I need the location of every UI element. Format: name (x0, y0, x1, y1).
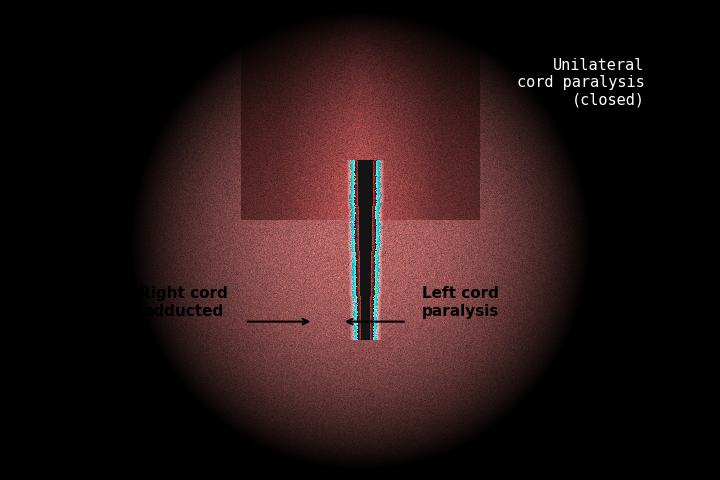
Text: Right cord
adducted: Right cord adducted (139, 286, 228, 319)
Text: Left cord
paralysis: Left cord paralysis (422, 286, 500, 319)
Text: Unilateral
cord paralysis
(closed): Unilateral cord paralysis (closed) (517, 58, 644, 108)
